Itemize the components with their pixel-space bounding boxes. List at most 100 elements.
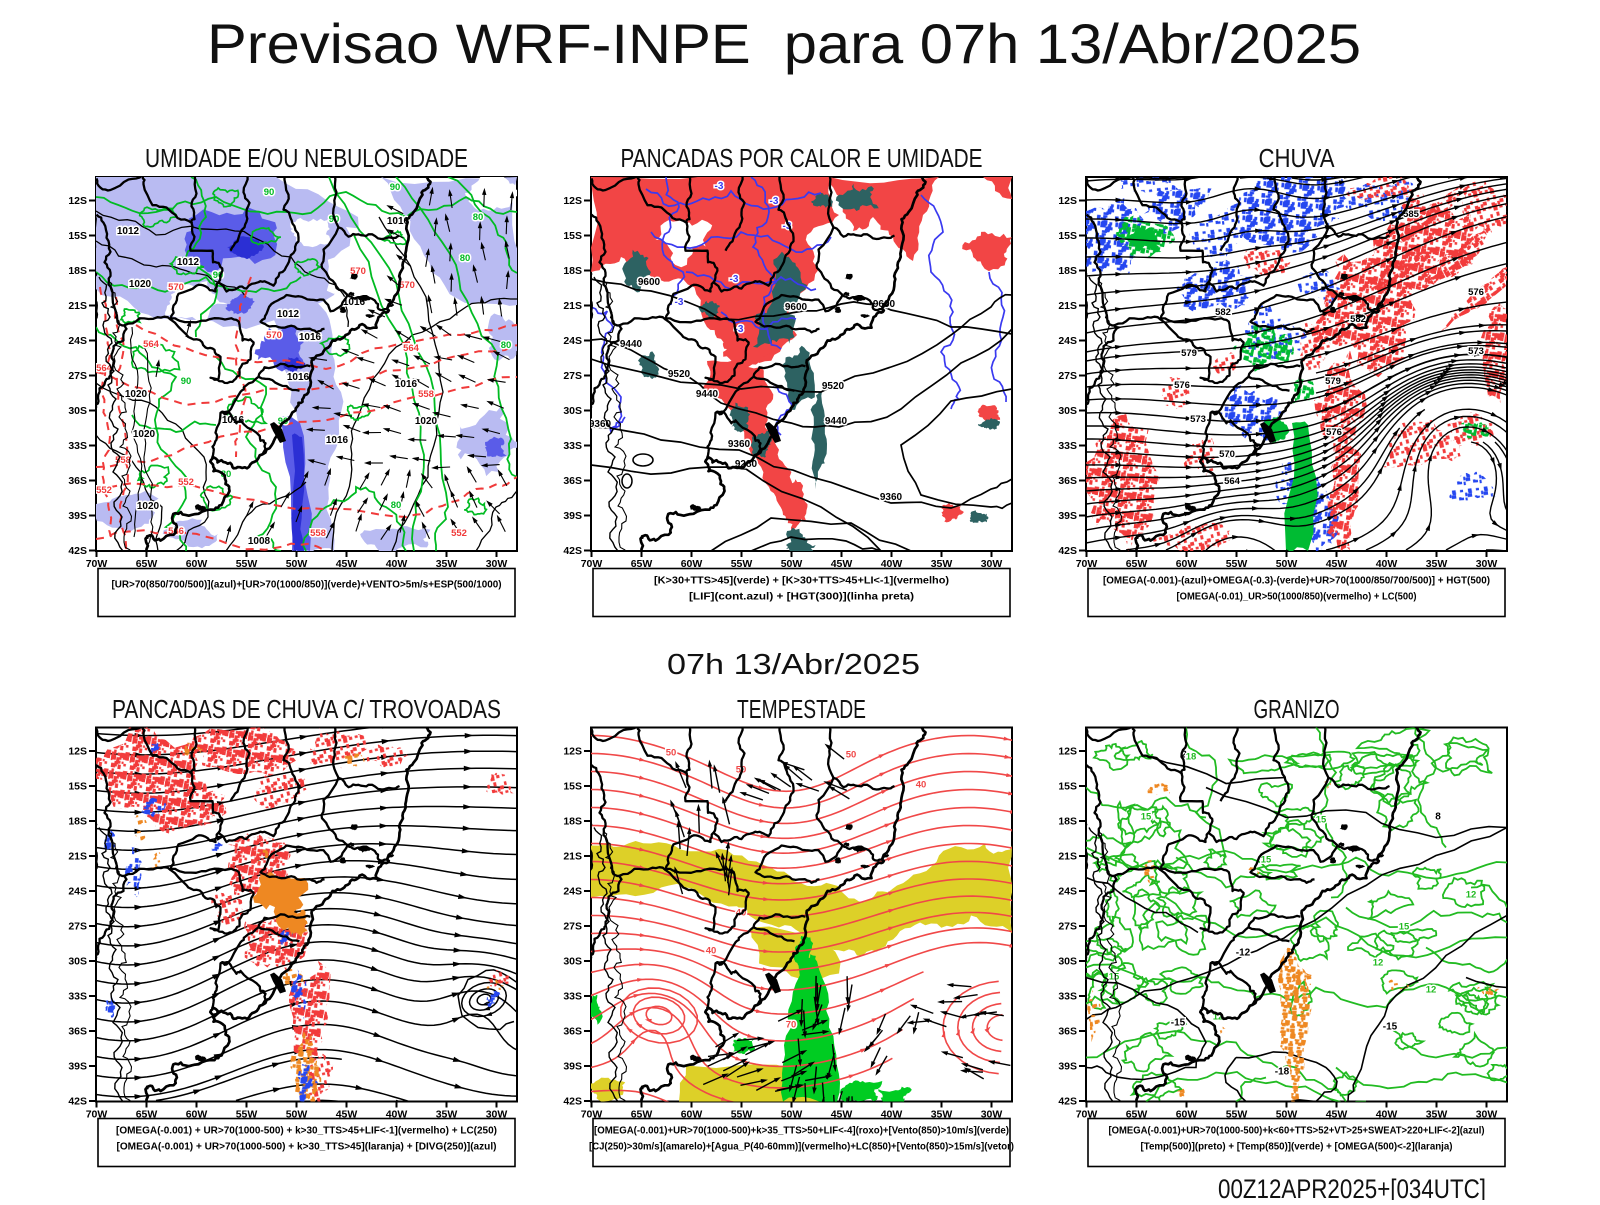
svg-text:60W: 60W — [1176, 1109, 1198, 1121]
svg-text:30W: 30W — [981, 1109, 1003, 1121]
svg-text:570: 570 — [399, 280, 415, 291]
svg-text:30S: 30S — [563, 405, 582, 417]
svg-text:9440: 9440 — [825, 416, 848, 427]
svg-text:PANCADAS POR CALOR E UMIDADE: PANCADAS POR CALOR E UMIDADE — [621, 143, 983, 173]
svg-text:[Temp(500)](preto) + [Temp(850: [Temp(500)](preto) + [Temp(850)](verde) … — [1141, 1141, 1453, 1153]
svg-text:70W: 70W — [86, 1109, 108, 1121]
svg-text:39S: 39S — [68, 510, 87, 522]
svg-text:552: 552 — [178, 477, 194, 488]
svg-text:30W: 30W — [1476, 1109, 1498, 1121]
svg-text:21S: 21S — [68, 300, 87, 312]
svg-text:27S: 27S — [1058, 921, 1077, 933]
svg-text:15S: 15S — [68, 781, 87, 793]
svg-text:42S: 42S — [563, 1096, 582, 1108]
svg-text:45W: 45W — [1326, 558, 1348, 570]
svg-text:[OMEGA(-0.01)_UR>50(1000/850)(: [OMEGA(-0.01)_UR>50(1000/850)(vermelho) … — [1177, 591, 1417, 603]
svg-text:12: 12 — [1426, 985, 1437, 996]
svg-text:15: 15 — [1399, 922, 1410, 933]
svg-text:65W: 65W — [631, 558, 653, 570]
svg-text:[UR>70(850/700/500)](azul)+[UR: [UR>70(850/700/500)](azul)+[UR>70(1000/8… — [112, 579, 502, 591]
svg-text:39S: 39S — [1058, 1061, 1077, 1073]
svg-text:-12: -12 — [1236, 948, 1251, 959]
svg-text:15S: 15S — [563, 781, 582, 793]
svg-text:30W: 30W — [981, 558, 1003, 570]
svg-text:1016: 1016 — [299, 332, 322, 343]
svg-text:[OMEGA(-0.001) + UR>70(1000-50: [OMEGA(-0.001) + UR>70(1000-500) + k>30_… — [116, 1125, 497, 1137]
svg-text:42S: 42S — [68, 545, 87, 557]
svg-text:30W: 30W — [486, 558, 508, 570]
svg-text:65W: 65W — [1126, 558, 1148, 570]
svg-text:9520: 9520 — [822, 381, 845, 392]
svg-text:55W: 55W — [236, 558, 258, 570]
svg-text:12: 12 — [1373, 958, 1384, 969]
svg-text:80: 80 — [501, 340, 512, 351]
svg-text:27S: 27S — [1058, 370, 1077, 382]
svg-text:24S: 24S — [68, 335, 87, 347]
svg-text:12S: 12S — [1058, 195, 1077, 207]
svg-text:573: 573 — [1468, 346, 1484, 357]
svg-text:-15: -15 — [1383, 1022, 1398, 1033]
svg-text:1016: 1016 — [287, 372, 310, 383]
svg-text:35W: 35W — [1426, 558, 1448, 570]
svg-text:9360: 9360 — [728, 439, 751, 450]
svg-text:12S: 12S — [563, 746, 582, 758]
svg-text:33S: 33S — [1058, 991, 1077, 1003]
svg-text:50W: 50W — [286, 1109, 308, 1121]
svg-text:39S: 39S — [563, 1061, 582, 1073]
svg-text:40W: 40W — [386, 1109, 408, 1121]
svg-text:12S: 12S — [68, 746, 87, 758]
svg-text:60W: 60W — [186, 558, 208, 570]
svg-text:1020: 1020 — [133, 429, 156, 440]
svg-text:07h 13/Abr/2025: 07h 13/Abr/2025 — [667, 649, 920, 681]
svg-text:15S: 15S — [563, 230, 582, 242]
svg-text:36S: 36S — [68, 1026, 87, 1038]
svg-text:570: 570 — [1219, 449, 1235, 460]
svg-text:36S: 36S — [563, 1026, 582, 1038]
svg-text:45W: 45W — [336, 558, 358, 570]
svg-text:[OMEGA(-0.001)+UR>70(1000-500): [OMEGA(-0.001)+UR>70(1000-500)+k>35_TTS>… — [594, 1125, 1009, 1137]
svg-text:55W: 55W — [1226, 1109, 1248, 1121]
svg-text:552: 552 — [96, 485, 112, 496]
svg-text:70W: 70W — [1076, 1109, 1098, 1121]
svg-text:9440: 9440 — [620, 339, 643, 350]
svg-text:42S: 42S — [68, 1096, 87, 1108]
svg-text:15: 15 — [1141, 812, 1152, 823]
svg-text:1016: 1016 — [326, 435, 349, 446]
svg-text:1008: 1008 — [248, 536, 271, 547]
svg-text:9360: 9360 — [589, 419, 612, 430]
svg-text:12: 12 — [1466, 890, 1477, 901]
svg-text:8: 8 — [1435, 812, 1441, 823]
svg-text:60W: 60W — [1176, 558, 1198, 570]
svg-text:24S: 24S — [1058, 335, 1077, 347]
svg-text:45W: 45W — [831, 558, 853, 570]
svg-text:564: 564 — [143, 339, 160, 350]
svg-text:558: 558 — [418, 389, 434, 400]
svg-text:21S: 21S — [1058, 300, 1077, 312]
svg-text:18S: 18S — [563, 265, 582, 277]
svg-text:40W: 40W — [881, 558, 903, 570]
svg-text:15S: 15S — [1058, 781, 1077, 793]
svg-text:570: 570 — [168, 282, 184, 293]
svg-text:12S: 12S — [1058, 746, 1077, 758]
svg-text:18: 18 — [1186, 752, 1197, 763]
svg-text:585: 585 — [1403, 209, 1420, 220]
svg-text:[OMEGA(-0.001)+UR>70(1000-500): [OMEGA(-0.001)+UR>70(1000-500)+k<60+TTS>… — [1109, 1125, 1485, 1137]
svg-text:80: 80 — [391, 500, 402, 511]
svg-text:570: 570 — [266, 330, 282, 341]
svg-text:30S: 30S — [68, 956, 87, 968]
svg-text:50W: 50W — [781, 1109, 803, 1121]
svg-text:65W: 65W — [1126, 1109, 1148, 1121]
svg-text:36S: 36S — [1058, 475, 1077, 487]
svg-text:42S: 42S — [1058, 1096, 1077, 1108]
svg-text:36S: 36S — [68, 475, 87, 487]
svg-text:70W: 70W — [581, 558, 603, 570]
svg-text:33S: 33S — [68, 991, 87, 1003]
svg-text:1012: 1012 — [277, 309, 300, 320]
svg-text:TEMPESTADE: TEMPESTADE — [737, 694, 866, 724]
svg-text:50W: 50W — [1276, 558, 1298, 570]
svg-text:60W: 60W — [681, 1109, 703, 1121]
svg-text:15: 15 — [1316, 815, 1327, 826]
svg-text:21S: 21S — [1058, 851, 1077, 863]
svg-text:35W: 35W — [436, 558, 458, 570]
svg-text:9520: 9520 — [668, 369, 691, 380]
